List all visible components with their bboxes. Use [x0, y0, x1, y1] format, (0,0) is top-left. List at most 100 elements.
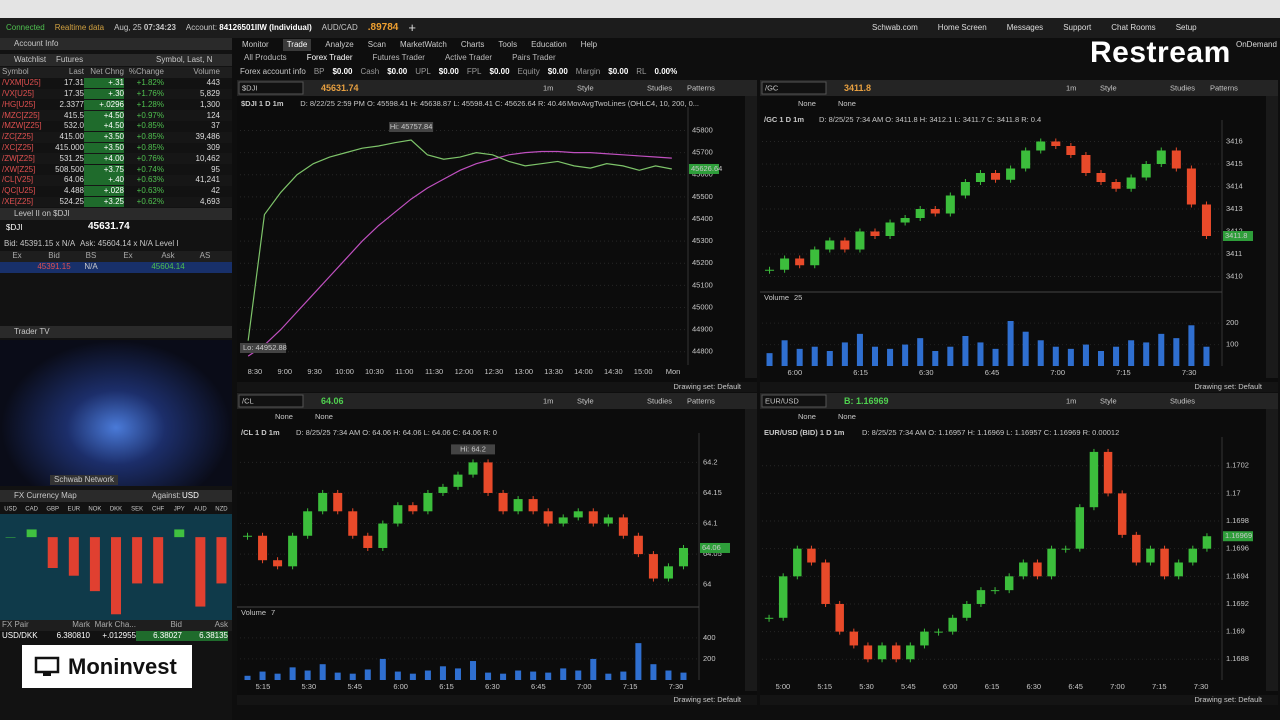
volume-bar — [781, 340, 788, 366]
menu-tab[interactable]: Education — [531, 40, 567, 49]
top-link[interactable]: Messages — [1006, 23, 1044, 32]
menu-tab[interactable]: Help — [580, 40, 598, 49]
watchlist-cell[interactable]: /XW[Z25] — [2, 164, 36, 174]
toolbar-button: Studies — [647, 396, 672, 405]
watchlist-cell[interactable]: /MZC[Z25] — [2, 110, 40, 120]
x-tick-label: 5:30 — [859, 682, 874, 691]
chart-label: /GC 1 D 1m — [764, 115, 804, 124]
watchlist-cell[interactable]: /VX[U25] — [2, 88, 35, 98]
toolbar-button: Patterns — [687, 83, 715, 92]
x-tick-label: 9:00 — [277, 367, 292, 376]
account-field-label: FPL — [466, 67, 482, 76]
watchlist-cell[interactable]: /HG[U25] — [2, 99, 36, 109]
candle-body — [1126, 177, 1136, 189]
level2-tab[interactable]: Level I — [155, 239, 179, 248]
sub-tab[interactable]: All Products — [244, 53, 287, 62]
last-price-box — [700, 542, 730, 553]
menu-tab[interactable]: Tools — [498, 40, 518, 49]
chart-info: D: 8/25/25 7:34 AM O: 3411.8 H: 3412.1 L… — [819, 115, 1041, 124]
volume-bar — [1113, 346, 1120, 366]
volume-bar — [992, 348, 999, 366]
watchlist-cell: +0.63% — [136, 175, 164, 185]
volume-bar — [364, 669, 371, 680]
currency-bar — [216, 537, 227, 584]
menu-tab[interactable]: Analyze — [325, 40, 354, 49]
x-tick-label: 6:30 — [1027, 682, 1042, 691]
account-header-title[interactable]: Account Info — [14, 39, 59, 48]
menu-tab[interactable]: MarketWatch — [400, 40, 447, 49]
watchlist-search[interactable]: Symbol, Last, N — [156, 55, 213, 64]
add-button[interactable]: + — [408, 20, 416, 35]
menu-tab[interactable]: Scan — [367, 40, 386, 49]
candle-body — [900, 218, 910, 223]
bottom-bar — [237, 695, 757, 705]
watchlist-cell[interactable]: /CL[V25] — [2, 175, 34, 185]
account-header: Account Info — [0, 38, 232, 50]
toolbar-button: Patterns — [687, 396, 715, 405]
volume-bar — [962, 336, 969, 366]
menu-tab[interactable]: Monitor — [242, 40, 269, 49]
y-tick-label: 1.1698 — [1226, 516, 1249, 525]
candle-body — [920, 631, 929, 646]
watchlist-cell[interactable]: /XC[Z25] — [2, 142, 34, 152]
side-strip — [1266, 96, 1278, 378]
fx-cell: 6.38027 — [136, 631, 182, 642]
volume-bar — [1082, 344, 1089, 366]
menu-tab[interactable]: Charts — [460, 40, 485, 49]
watchlist-cell[interactable]: /VXM[U25] — [2, 78, 41, 88]
chart-panel[interactable]: /CL 64.06 1m Style Studies Patterns None None/C… — [237, 393, 757, 705]
top-link[interactable]: Chat Rooms — [1111, 23, 1156, 32]
watchlist-cell[interactable]: /XE[Z25] — [2, 196, 34, 206]
chart-symbol: /CL — [242, 396, 254, 405]
watchlist-name[interactable]: Futures — [56, 55, 84, 64]
level2-price: 45631.74 — [88, 221, 130, 232]
sub-tab[interactable]: Pairs Trader — [512, 53, 556, 62]
menu-tab[interactable]: Trade — [282, 39, 312, 51]
watchlist-row: /CL[V25] 64.06 +.40 +0.63% 41,241 — [0, 174, 232, 186]
watchlist-cell: 415.00 — [59, 132, 84, 142]
y-tick-label: 64.1 — [703, 519, 718, 528]
top-link[interactable]: Schwab.com — [872, 23, 918, 32]
candle-body — [976, 590, 986, 604]
fx-cell: USD/DKK — [2, 631, 38, 641]
account-id[interactable]: 84126501IIW (Individual) — [219, 23, 312, 32]
sub-tab[interactable]: Forex Trader — [306, 53, 353, 62]
watchlist-cell[interactable]: /QC[U25] — [2, 186, 36, 196]
moninvest-text: Moninvest — [68, 653, 177, 679]
candle-body — [1171, 150, 1181, 169]
watchlist-cell[interactable]: /ZC[Z25] — [2, 132, 34, 142]
candle-body — [528, 499, 538, 512]
x-tick-label: 7:00 — [1110, 682, 1125, 691]
candle-body — [333, 492, 343, 512]
fx-header: FX Currency Map Against: USD — [0, 490, 232, 502]
bottom-bar — [760, 382, 1278, 392]
fx-against[interactable]: USD — [182, 491, 199, 500]
top-link[interactable]: Home Screen — [937, 23, 987, 32]
watchlist-cell: 524.25 — [59, 196, 84, 206]
watchlist-cell: 4,693 — [199, 196, 220, 206]
candle-body — [678, 547, 688, 567]
column-header: Mark — [72, 620, 90, 630]
top-link[interactable]: Setup — [1175, 23, 1197, 32]
watchlist-cell: 17.31 — [63, 78, 84, 88]
sub-tab[interactable]: Futures Trader — [372, 53, 425, 62]
symbol-box — [238, 394, 304, 408]
chart-panel[interactable]: EUR/USD B: 1.16969 1m Style Studies None None E… — [760, 393, 1278, 705]
tv-video[interactable]: Schwab Network — [0, 340, 232, 486]
last-price-box — [1223, 231, 1253, 241]
candle-body — [962, 603, 972, 618]
sub-tab[interactable]: Active Trader — [444, 53, 493, 62]
watchlist-cell: 17.35 — [63, 88, 84, 98]
watchlist-row: /ZC[Z25] 415.00 +3.50 +0.85% 39,486 — [0, 131, 232, 143]
watchlist-cell[interactable]: /MZW[Z25] — [2, 121, 42, 131]
top-link[interactable]: Support — [1063, 23, 1092, 32]
on-demand[interactable]: OnDemand — [1236, 40, 1277, 49]
level2-symbol[interactable]: $DJI — [6, 223, 23, 232]
candle-body — [835, 603, 844, 632]
chart-panel[interactable]: $DJI 45631.74 1m Style Studies Patterns $DJI 1… — [237, 80, 757, 392]
chart-panel[interactable]: /GC 3411.8 1m Style Studies Patterns None None /… — [760, 80, 1278, 392]
watchlist-cell[interactable]: /ZW[Z25] — [2, 153, 35, 163]
x-tick-label: 11:00 — [395, 367, 413, 376]
side-strip — [745, 409, 757, 691]
pair[interactable]: AUD/CAD — [321, 23, 358, 32]
